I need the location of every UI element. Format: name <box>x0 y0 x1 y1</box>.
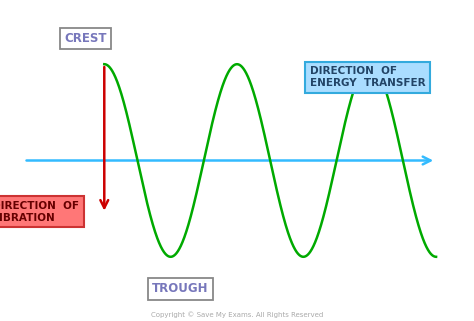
Text: CREST: CREST <box>64 32 107 45</box>
Text: Copyright © Save My Exams. All Rights Reserved: Copyright © Save My Exams. All Rights Re… <box>151 311 323 318</box>
Text: TROUGH: TROUGH <box>152 282 209 295</box>
Text: DIRECTION  OF
ENERGY  TRANSFER: DIRECTION OF ENERGY TRANSFER <box>310 66 425 88</box>
Text: DIRECTION  OF
VIBRATION: DIRECTION OF VIBRATION <box>0 201 79 223</box>
